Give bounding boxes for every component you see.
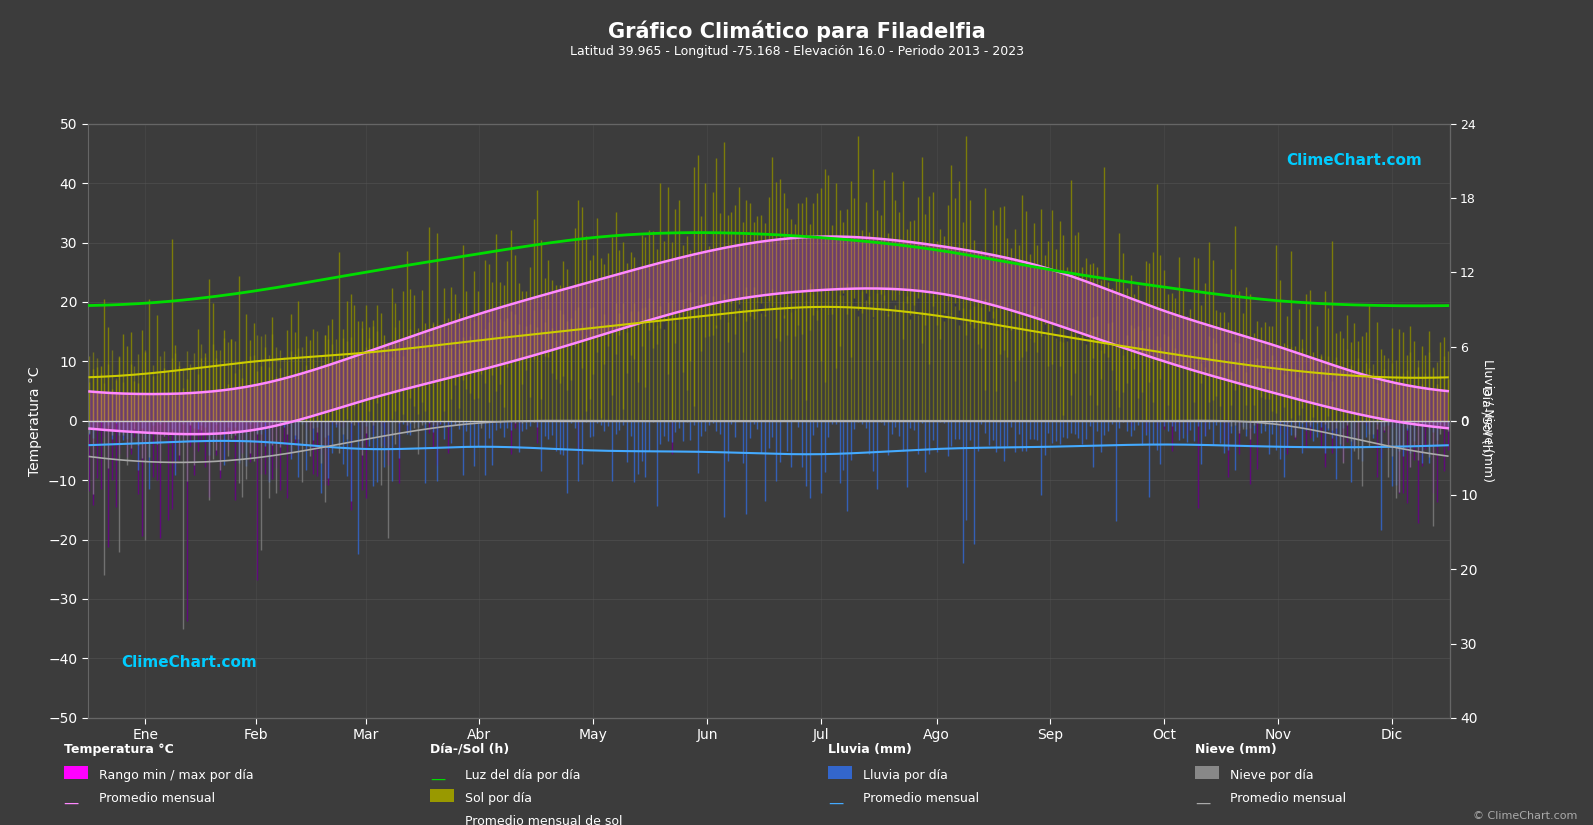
Text: Promedio mensual: Promedio mensual [1230, 792, 1346, 805]
Text: Gráfico Climático para Filadelfia: Gráfico Climático para Filadelfia [607, 21, 986, 42]
Y-axis label: Lluvia / Nieve (mm): Lluvia / Nieve (mm) [1481, 359, 1494, 483]
Text: Temperatura °C: Temperatura °C [64, 742, 174, 756]
Text: —: — [430, 772, 446, 787]
Text: ClimeChart.com: ClimeChart.com [121, 655, 258, 670]
Y-axis label: Día-/Sol (h): Día-/Sol (h) [1480, 385, 1493, 456]
Text: Sol por día: Sol por día [465, 792, 532, 805]
Text: Promedio mensual de sol: Promedio mensual de sol [465, 815, 623, 825]
Text: —: — [430, 818, 446, 825]
Text: —: — [64, 795, 80, 810]
Text: © ClimeChart.com: © ClimeChart.com [1472, 811, 1577, 821]
Text: Lluvia (mm): Lluvia (mm) [828, 742, 913, 756]
Text: Luz del día por día: Luz del día por día [465, 769, 581, 782]
Text: Latitud 39.965 - Longitud -75.168 - Elevación 16.0 - Periodo 2013 - 2023: Latitud 39.965 - Longitud -75.168 - Elev… [570, 45, 1023, 59]
Text: Promedio mensual: Promedio mensual [863, 792, 980, 805]
Text: —: — [1195, 795, 1211, 810]
Text: —: — [828, 795, 844, 810]
Text: Rango min / max por día: Rango min / max por día [99, 769, 253, 782]
Y-axis label: Temperatura °C: Temperatura °C [29, 366, 43, 475]
Text: ClimeChart.com: ClimeChart.com [1287, 153, 1423, 168]
Text: Día-/Sol (h): Día-/Sol (h) [430, 742, 510, 756]
Text: Lluvia por día: Lluvia por día [863, 769, 948, 782]
Text: Promedio mensual: Promedio mensual [99, 792, 215, 805]
Text: Nieve (mm): Nieve (mm) [1195, 742, 1276, 756]
Text: Nieve por día: Nieve por día [1230, 769, 1313, 782]
